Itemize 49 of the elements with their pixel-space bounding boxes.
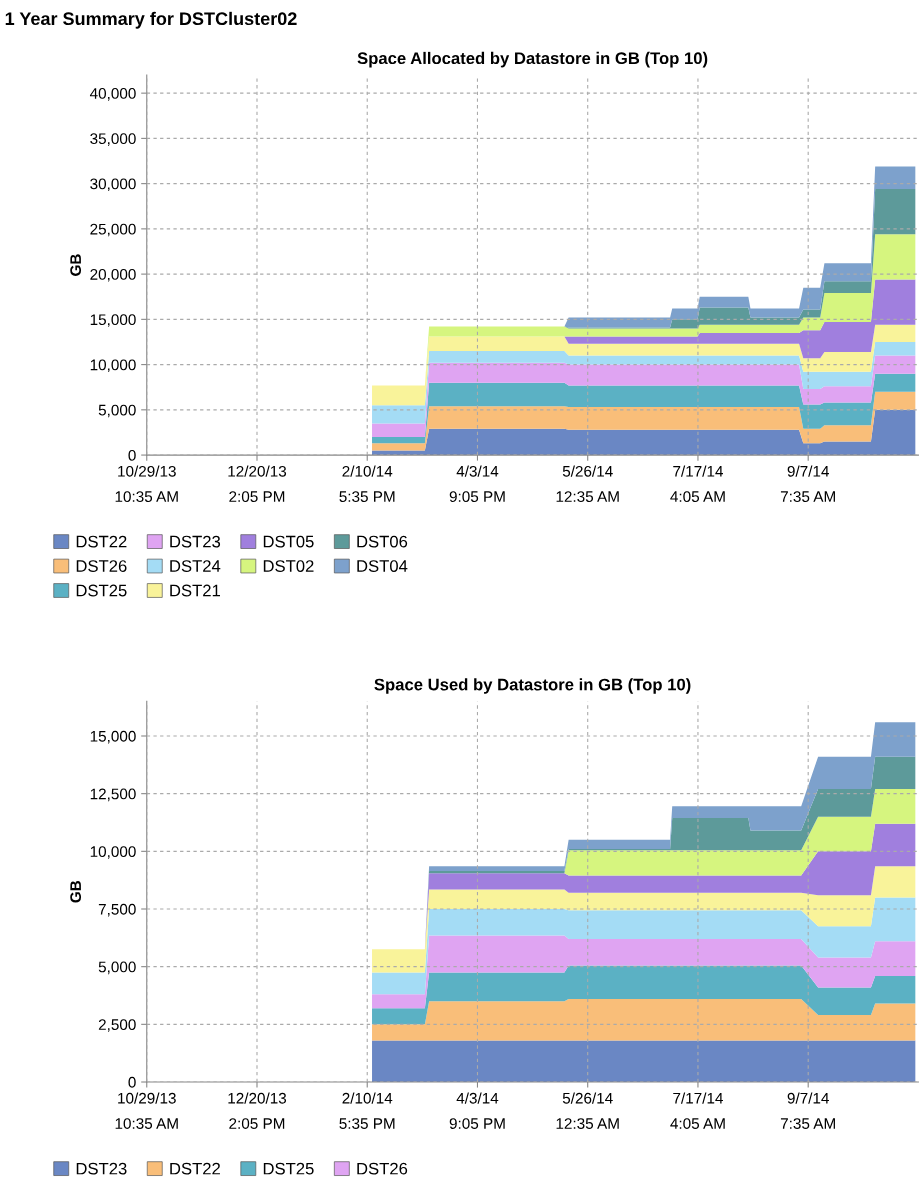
chart-title: Space Used by Datastore in GB (Top 10) [374,678,691,694]
y-tick-label: 15,000 [90,730,136,744]
y-tick-label: 5,000 [98,961,136,975]
y-tick-label: 10,000 [90,359,136,373]
legend-label: DST24 [170,560,221,572]
x-tick-label: 12/20/13 2:05 PM [228,1092,287,1129]
legend-label: DST04 [357,560,408,572]
legend-label: DST25 [263,1162,314,1175]
legend-label: DST02 [263,560,314,572]
x-tick-label: 4/3/14 9:05 PM [449,1092,505,1129]
chart-title: Space Allocated by Datastore in GB (Top 10) [357,51,708,68]
y-tick-label: 0 [128,1076,136,1088]
x-tick-label: 2/10/14 5:35 PM [339,1092,395,1129]
y-tick-label: 5,000 [98,404,136,418]
legend-label: DST21 [170,584,220,597]
x-tick-label: 9/7/14 7:35 AM [780,465,835,503]
x-tick-label: 12/20/13 2:05 PM [228,465,287,503]
legend-label: DST22 [76,535,127,548]
legend-label: DST26 [357,1162,408,1175]
y-tick-label: 0 [128,449,136,461]
y-tick-label: 12,500 [90,788,136,802]
legend-label: DST22 [170,1162,220,1175]
x-tick-label: 5/26/14 12:35 AM [556,465,619,503]
x-tick-label: 4/3/14 9:05 PM [449,465,505,503]
x-tick-label: 5/26/14 12:35 AM [556,1092,619,1129]
y-tick-label: 15,000 [90,314,136,327]
legend-label: DST25 [76,584,127,597]
y-tick-label: 35,000 [90,133,136,146]
y-axis-title: GB [70,880,82,903]
y-tick-label: 25,000 [90,223,136,237]
y-tick-label: 7,500 [98,903,136,917]
legend-label: DST23 [76,1162,127,1175]
x-tick-label: 7/17/14 4:05 AM [670,465,725,503]
y-tick-label: 40,000 [89,88,136,101]
legend-label: DST06 [357,535,408,548]
x-tick-label: 2/10/14 5:35 PM [339,465,395,503]
x-tick-label: 10/29/13 10:35 AM [115,1092,178,1129]
legend-label: DST23 [170,535,221,548]
x-tick-label: 9/7/14 7:35 AM [780,1092,835,1129]
y-tick-label: 20,000 [90,268,136,282]
legend-label: DST05 [263,535,314,548]
x-tick-label: 7/17/14 4:05 AM [670,1092,725,1129]
text: 1 Year Summary for DSTCluster02 [5,11,297,29]
y-axis-title: GB [70,254,82,276]
y-tick-label: 30,000 [90,178,136,192]
legend-label: DST26 [76,560,127,572]
x-tick-label: 10/29/13 10:35 AM [115,465,178,503]
y-tick-label: 10,000 [90,846,136,859]
y-tick-label: 2,500 [98,1019,136,1032]
